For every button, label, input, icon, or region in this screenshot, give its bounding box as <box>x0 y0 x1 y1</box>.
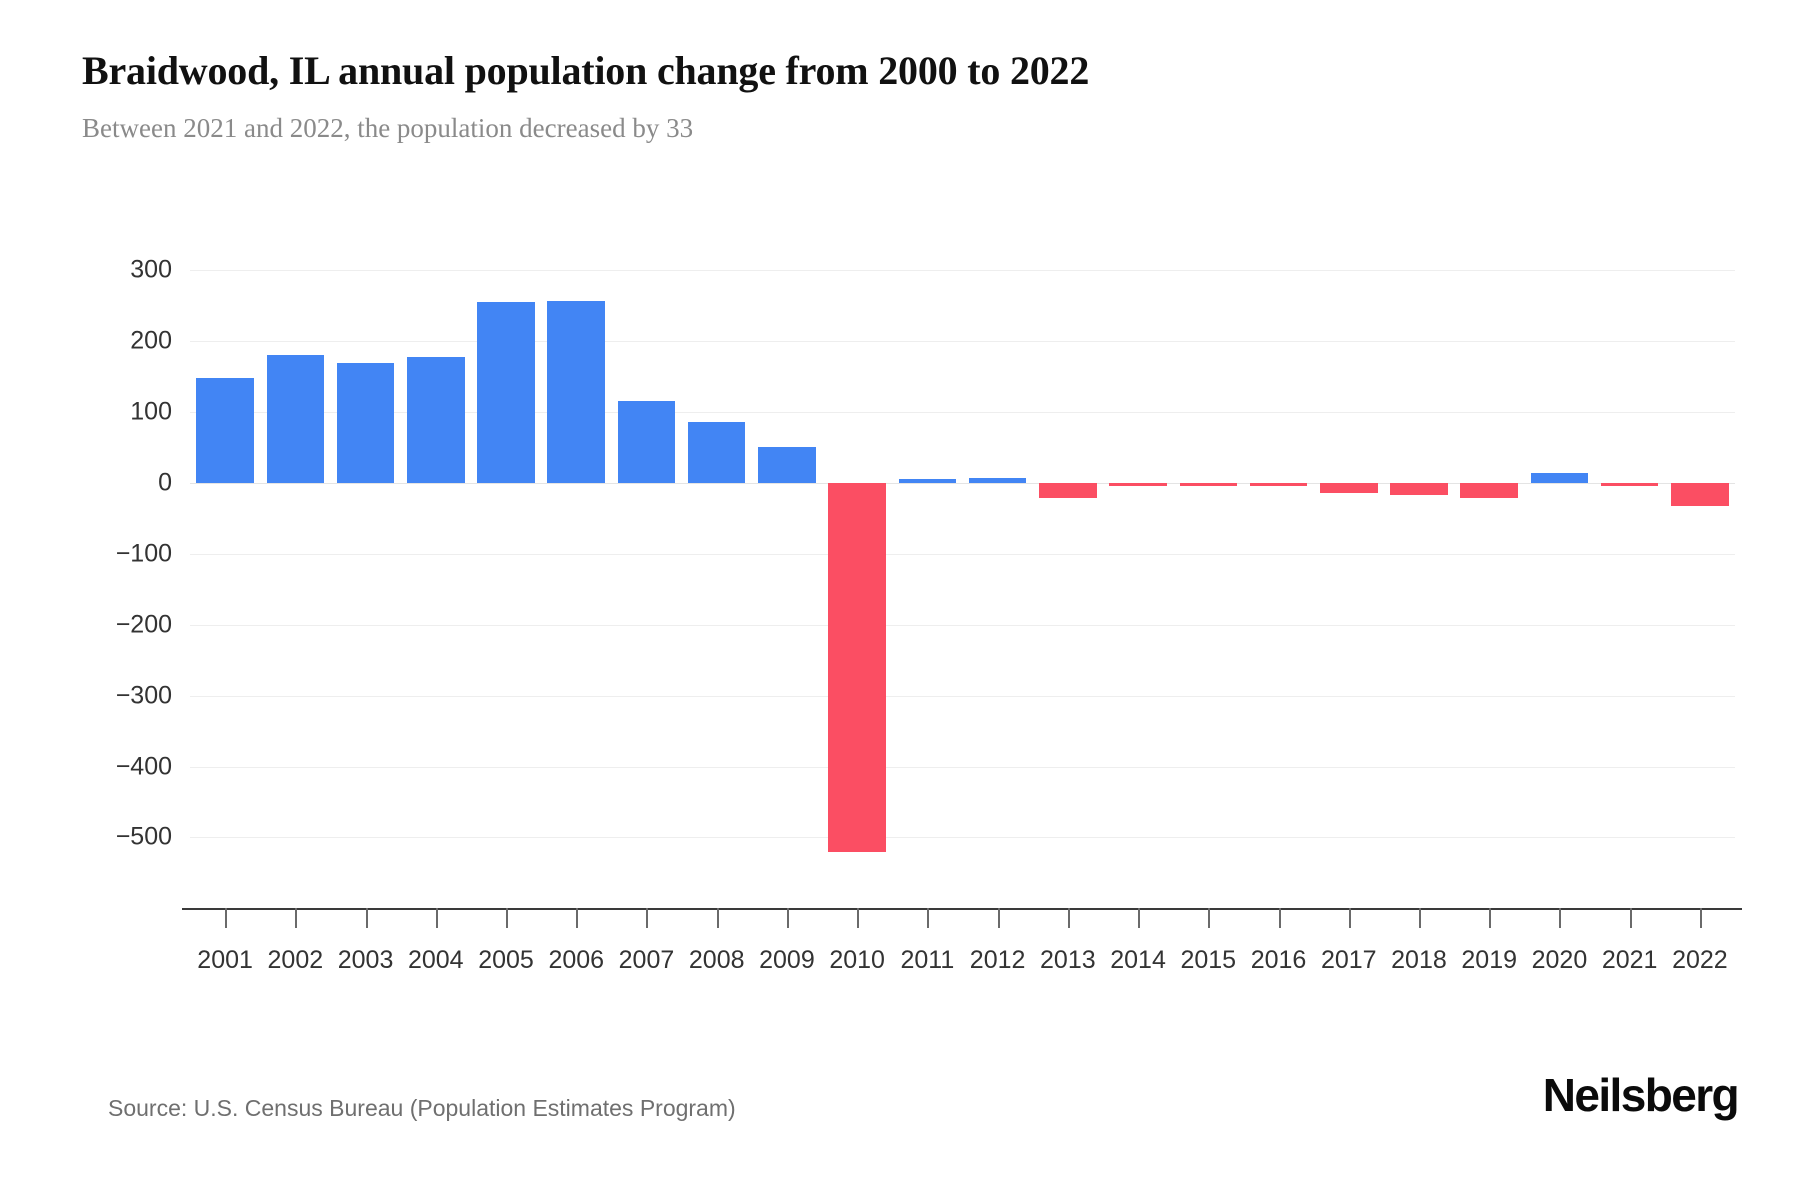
bars-group <box>190 0 1735 1200</box>
x-axis-tick <box>365 908 368 928</box>
bar-2015[interactable] <box>1179 482 1238 486</box>
x-axis-tick-label: 2003 <box>337 946 394 974</box>
x-axis-labels: 2001 2002 2003 2004 2005 2006 2007 2008 2009 2010… <box>190 946 1735 986</box>
x-axis-tick <box>295 908 298 928</box>
x-axis-tick-label: 2022 <box>1672 946 1728 974</box>
x-axis-tick-label: 2008 <box>688 946 745 974</box>
x-axis-tick-label: 2014 <box>1110 946 1166 974</box>
x-axis-tick <box>997 908 1000 928</box>
x-axis-tick <box>1699 908 1702 928</box>
bar-2009[interactable] <box>758 446 816 483</box>
bar-2021[interactable] <box>1600 482 1659 486</box>
gridline <box>190 411 1735 413</box>
source-note: Source: U.S. Census Bureau (Population E… <box>108 1095 736 1121</box>
bar-2010[interactable] <box>828 482 886 852</box>
x-axis-tick <box>1489 908 1492 928</box>
x-axis-ticks <box>190 908 1735 932</box>
x-axis-tick-label: 2002 <box>267 946 324 974</box>
gridline <box>190 340 1735 342</box>
bar-2001[interactable] <box>196 377 254 483</box>
x-axis-tick <box>857 908 860 928</box>
y-axis-tick-label: −200 <box>115 610 172 639</box>
x-axis-tick <box>1629 908 1632 928</box>
x-axis-tick-label: 2017 <box>1320 946 1377 974</box>
x-axis-tick-label: 2015 <box>1180 946 1237 974</box>
x-axis-tick <box>1067 908 1070 928</box>
x-axis-tick-label: 2018 <box>1391 946 1447 974</box>
x-axis-tick <box>1278 908 1281 928</box>
gridline <box>190 837 1735 839</box>
bar-2004[interactable] <box>407 356 465 483</box>
y-axis-tick-label: −400 <box>115 752 172 780</box>
x-axis-tick <box>1208 908 1211 928</box>
bar-2011[interactable] <box>898 478 957 483</box>
x-axis-tick-label: 2001 <box>197 946 253 974</box>
y-axis-tick-label: −500 <box>115 822 172 851</box>
bar-2003[interactable] <box>336 362 395 483</box>
bar-2005[interactable] <box>477 301 535 483</box>
brand-logo: Neilsberg <box>1542 1069 1740 1121</box>
x-axis-tick <box>927 908 930 928</box>
x-axis-tick <box>786 908 789 928</box>
x-axis-tick <box>506 908 509 928</box>
bar-2020[interactable] <box>1530 472 1589 483</box>
x-axis-tick-label: 2016 <box>1250 946 1307 974</box>
x-axis-tick-label: 2006 <box>548 946 605 974</box>
bar-2014[interactable] <box>1109 482 1167 486</box>
x-axis-tick-label: 2009 <box>759 946 815 974</box>
x-axis-tick <box>225 908 228 928</box>
bar-2008[interactable] <box>687 421 746 483</box>
y-axis-tick-label: 200 <box>130 326 172 355</box>
bar-2006[interactable] <box>547 300 606 483</box>
x-axis-tick-label: 2021 <box>1601 946 1658 974</box>
bar-2002[interactable] <box>266 355 325 483</box>
y-axis-tick-label: 100 <box>130 397 172 426</box>
x-axis-tick-label: 2004 <box>407 946 464 974</box>
bar-2007[interactable] <box>617 400 676 483</box>
chart-header: Braidwood, IL annual population change f… <box>82 48 1740 144</box>
gridline <box>190 624 1735 626</box>
page-title: Braidwood, IL annual population change f… <box>82 48 1090 93</box>
y-axis-tick-label: −100 <box>115 539 172 568</box>
x-axis-tick-label: 2005 <box>478 946 534 974</box>
bar-2022[interactable] <box>1671 482 1729 507</box>
bar-2012[interactable] <box>968 477 1027 483</box>
gridline <box>190 270 1735 271</box>
x-axis-tick-label: 2013 <box>1040 946 1096 974</box>
x-axis-tick <box>646 908 649 928</box>
y-axis-tick-label: 300 <box>130 255 172 284</box>
y-axis-tick-label: 0 <box>158 468 172 497</box>
x-axis-tick <box>1418 908 1421 928</box>
gridline <box>190 695 1735 697</box>
x-axis-tick <box>716 908 719 928</box>
gridline <box>190 553 1735 555</box>
y-axis: 300 200 100 0 −100 −200 −300 −400 −500 <box>90 0 172 1200</box>
bar-2019[interactable] <box>1460 482 1518 498</box>
x-axis-tick <box>1138 908 1141 928</box>
y-axis-tick-label: −300 <box>115 681 172 710</box>
x-axis-tick-label: 2011 <box>900 946 955 974</box>
x-axis-tick <box>435 908 438 928</box>
x-axis-line <box>182 908 1742 910</box>
x-axis-tick-label: 2019 <box>1461 946 1518 974</box>
bar-2017[interactable] <box>1319 482 1378 493</box>
x-axis-tick <box>576 908 579 928</box>
chart-subtitle: Between 2021 and 2022, the population de… <box>82 113 694 143</box>
x-axis-tick-label: 2010 <box>829 946 885 974</box>
x-axis-tick-label: 2007 <box>618 946 675 974</box>
gridline <box>190 482 1735 484</box>
x-axis-tick-label: 2012 <box>969 946 1026 974</box>
gridline <box>190 766 1735 768</box>
bar-2018[interactable] <box>1390 482 1448 495</box>
x-axis-tick-label: 2020 <box>1531 946 1588 974</box>
x-axis-tick <box>1559 908 1562 928</box>
x-axis-tick <box>1348 908 1351 928</box>
bar-2013[interactable] <box>1039 482 1097 498</box>
bar-2016[interactable] <box>1249 482 1308 486</box>
